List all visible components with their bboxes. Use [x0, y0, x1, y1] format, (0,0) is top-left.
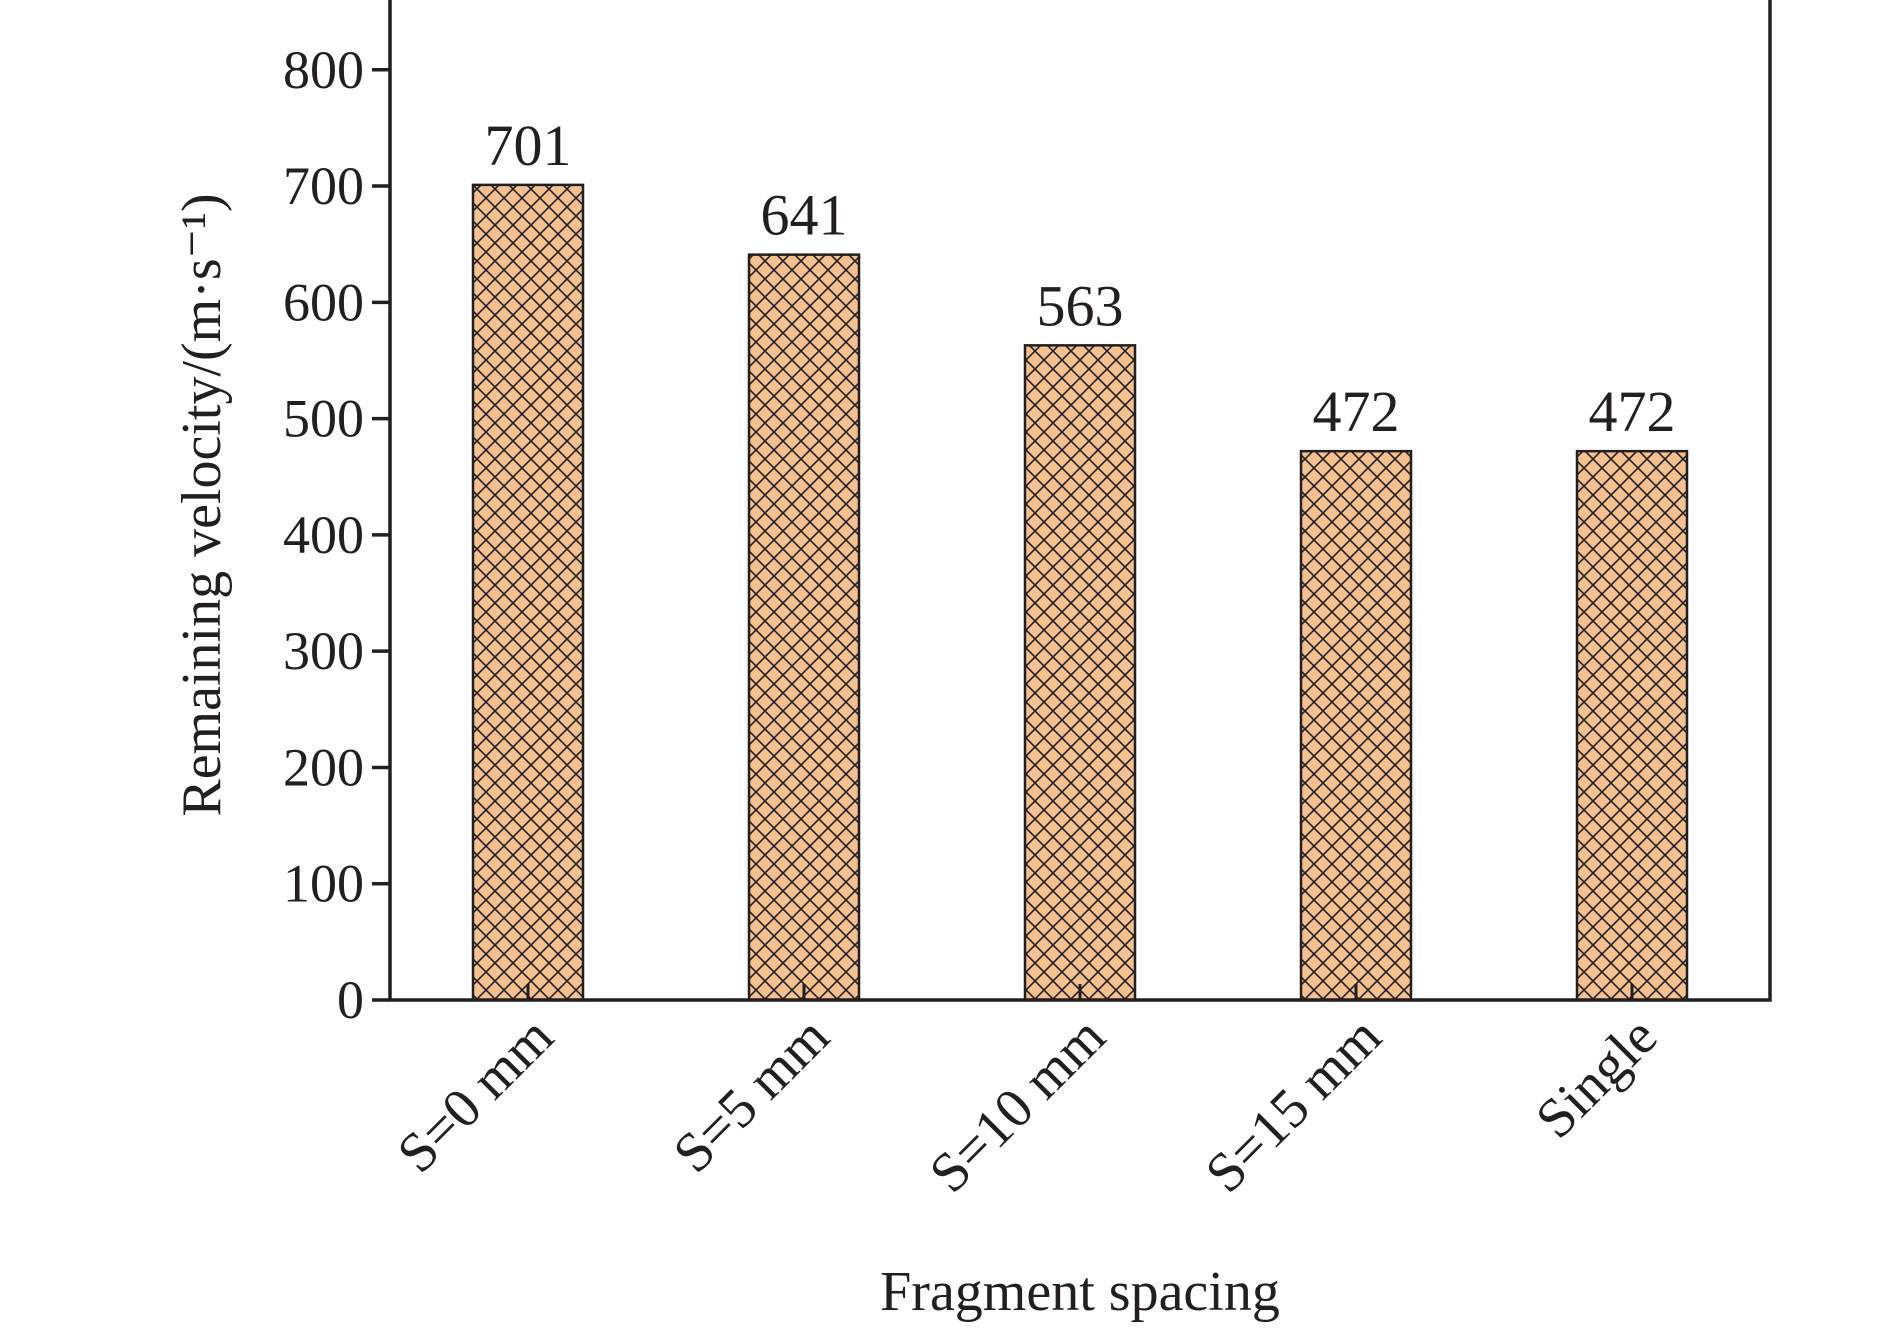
bar: [1575, 449, 1689, 1002]
y-ticks-group: 0 100 200 300 400 500 600 700 800: [283, 40, 390, 1030]
value-labels-group: 701 641 563 472 472: [485, 113, 1676, 444]
y-tick-label: 100: [283, 854, 364, 914]
bar-value-label: 563: [1037, 273, 1124, 338]
bar: [1023, 344, 1137, 1002]
bar: [747, 253, 861, 1002]
bar-value-label: 701: [485, 113, 572, 178]
x-category-label: S=5 mm: [662, 1005, 841, 1184]
y-tick-label: 200: [283, 737, 364, 797]
x-category-label: Single: [1524, 1005, 1669, 1150]
y-tick-label: 300: [283, 621, 364, 681]
y-tick-label: 600: [283, 272, 364, 332]
y-tick-label: 0: [337, 970, 364, 1030]
x-category-label: S=10 mm: [918, 1005, 1117, 1204]
y-tick-label: 700: [283, 156, 364, 216]
bar: [1299, 449, 1413, 1002]
y-tick-label: 800: [283, 40, 364, 100]
y-tick-label: 400: [283, 505, 364, 565]
y-tick-label: 500: [283, 389, 364, 449]
bars-group: [471, 183, 1689, 1002]
x-axis-title: Fragment spacing: [880, 1261, 1280, 1323]
x-category-label: S=15 mm: [1194, 1005, 1393, 1204]
x-category-label: S=0 mm: [386, 1005, 565, 1184]
y-axis-title: Remaining velocity/(m·s⁻¹): [171, 193, 233, 816]
bar: [471, 183, 585, 1002]
bar-value-label: 472: [1589, 379, 1676, 444]
bar-value-label: 472: [1313, 379, 1400, 444]
bar-value-label: 641: [761, 183, 848, 248]
x-ticks-group: S=0 mm S=5 mm S=10 mm S=15 mm Single: [386, 984, 1669, 1205]
